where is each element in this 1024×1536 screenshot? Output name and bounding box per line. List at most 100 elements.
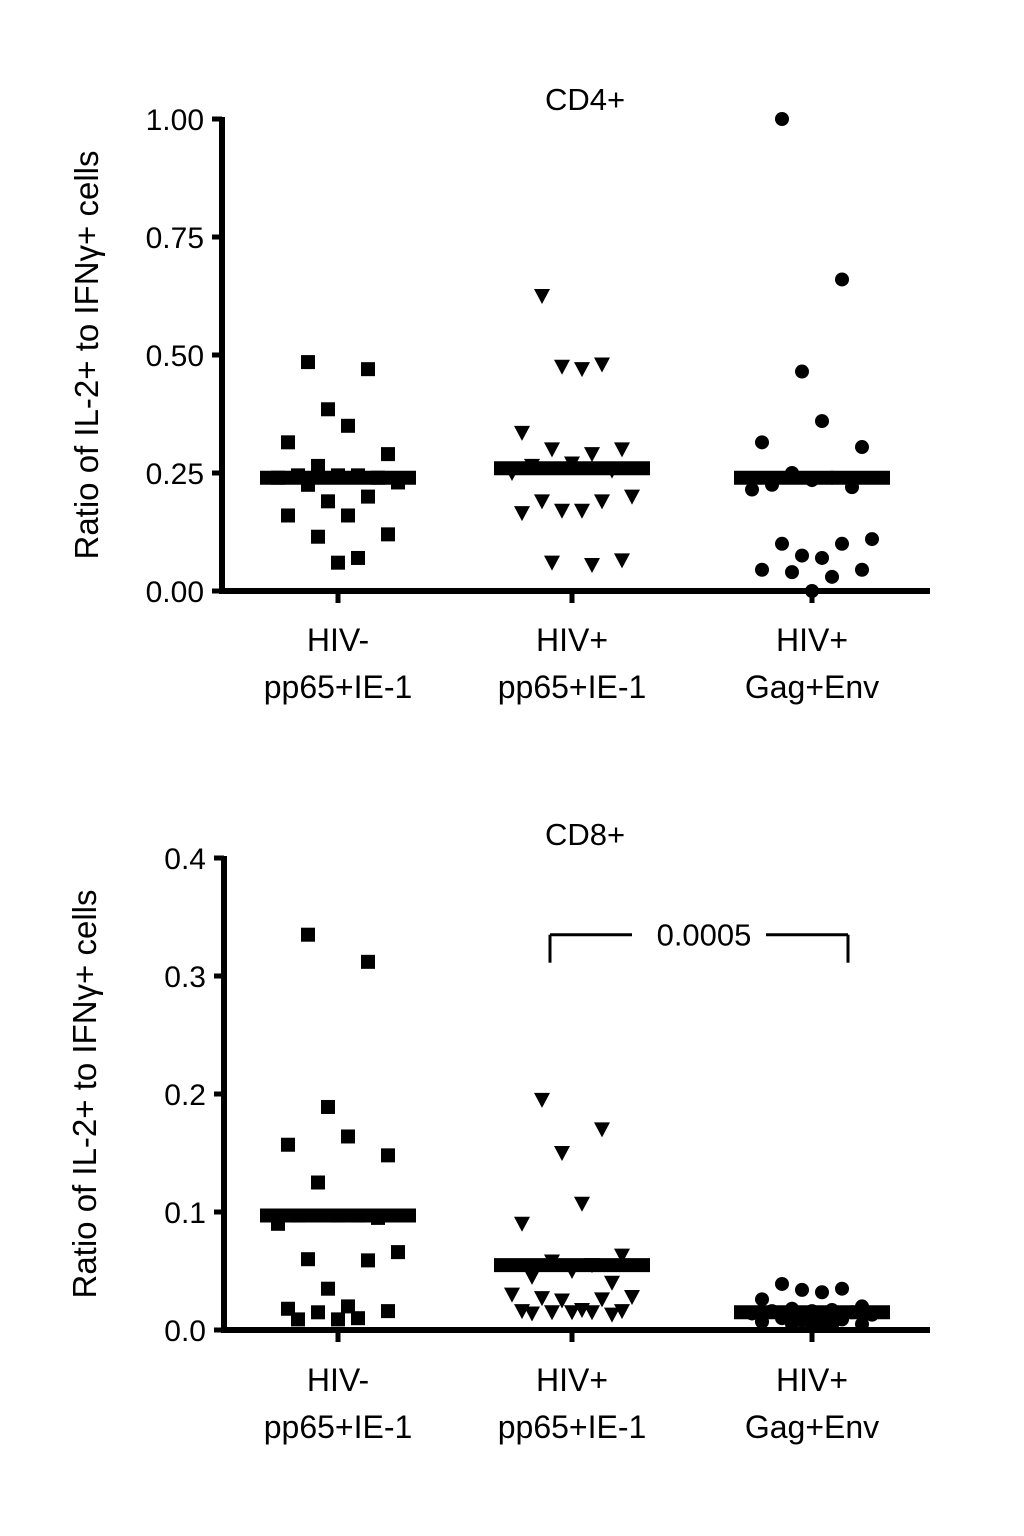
y-tick-label: 0.25: [146, 458, 204, 491]
data-point-square: [381, 527, 395, 542]
cd4-panel: CD4+ Ratio of IL-2+ to IFNγ+ cells 0.00 0.2…: [68, 82, 930, 705]
data-point-square: [281, 1301, 295, 1316]
data-point-triangle: [544, 1305, 560, 1321]
data-point-circle: [815, 414, 829, 429]
y-tick-label: 0.2: [164, 1079, 206, 1112]
data-point-triangle: [554, 1293, 570, 1309]
data-point-circle: [755, 562, 769, 577]
data-point-triangle: [584, 447, 600, 463]
data-point-circle: [795, 548, 809, 563]
data-point-triangle: [594, 1122, 610, 1138]
data-point-circle: [825, 569, 839, 584]
data-point-circle: [785, 1317, 799, 1332]
data-point-triangle: [614, 442, 630, 458]
data-point-circle: [815, 550, 829, 565]
x-tick-label-sub: pp65+IE-1: [264, 669, 413, 705]
y-tick-label: 1.00: [146, 104, 204, 137]
x-tick-label: HIV+: [776, 1362, 848, 1398]
data-point-triangle: [504, 1287, 520, 1303]
data-point-triangle: [554, 503, 570, 519]
data-point-circle: [835, 536, 849, 551]
data-point-square: [311, 458, 325, 473]
data-point-triangle: [574, 503, 590, 519]
data-point-triangle: [574, 362, 590, 378]
data-point-circle: [755, 1292, 769, 1307]
data-point-square: [351, 1311, 365, 1326]
data-point-square: [381, 1304, 395, 1319]
x-tick-label-sub: Gag+Env: [745, 669, 879, 705]
data-point-triangle: [584, 1305, 600, 1321]
data-point-triangle: [524, 1269, 540, 1285]
x-tick-label-sub: pp65+IE-1: [498, 669, 647, 705]
data-point-square: [321, 494, 335, 509]
data-point-triangle: [594, 1292, 610, 1308]
y-tick-label: 0.1: [164, 1197, 206, 1230]
data-point-square: [311, 1175, 325, 1190]
y-tick-label: 0.50: [146, 340, 204, 373]
data-point-triangle: [514, 425, 530, 441]
data-point-circle: [815, 1285, 829, 1300]
data-point-triangle: [604, 1275, 620, 1291]
data-point-square: [331, 555, 345, 570]
data-point-square: [361, 1253, 375, 1268]
x-tick-label: HIV-: [307, 1362, 369, 1398]
data-point-triangle: [604, 1307, 620, 1323]
data-point-circle: [775, 112, 789, 126]
data-point-square: [331, 1312, 345, 1327]
data-point-square: [381, 447, 395, 462]
y-axis-label: Ratio of IL-2+ to IFNγ+ cells: [68, 150, 105, 559]
data-point-triangle: [524, 1306, 540, 1322]
data-point-triangle: [554, 359, 570, 375]
x-tick-label-sub: pp65+IE-1: [264, 1409, 413, 1445]
data-point-square: [321, 402, 335, 417]
data-point-square: [311, 1305, 325, 1320]
data-point-triangle: [624, 489, 640, 505]
data-point-square: [341, 1129, 355, 1144]
data-point-square: [321, 1281, 335, 1296]
data-point-circle: [795, 1282, 809, 1297]
data-point-circle: [835, 1281, 849, 1296]
data-point-circle: [825, 1318, 839, 1333]
y-tick-label: 0.4: [164, 843, 206, 876]
data-point-circle: [805, 584, 819, 598]
data-point-triangle: [574, 1196, 590, 1212]
data-point-triangle: [624, 1289, 640, 1305]
data-point-triangle: [514, 506, 530, 522]
data-point-circle: [855, 440, 869, 455]
x-tick-label: HIV+: [776, 622, 848, 658]
data-point-triangle: [544, 442, 560, 458]
data-point-triangle: [534, 289, 550, 304]
data-point-square: [311, 529, 325, 544]
data-point-square: [301, 355, 315, 370]
data-point-circle: [785, 565, 799, 580]
data-point-square: [321, 1099, 335, 1114]
data-point-square: [291, 1312, 305, 1327]
data-point-circle: [745, 482, 759, 497]
data-point-triangle: [614, 553, 630, 569]
data-point-triangle: [514, 1216, 530, 1232]
data-point-circle: [775, 536, 789, 551]
data-point-square: [341, 418, 355, 433]
data-point-square: [351, 550, 365, 565]
x-tick-label: HIV-: [307, 622, 369, 658]
data-point-circle: [795, 364, 809, 379]
data-point-square: [391, 1245, 405, 1260]
data-point-square: [361, 954, 375, 969]
cd8-panel: CD8+ Ratio of IL-2+ to IFNγ+ cells 0.0 0.1 0…: [66, 817, 930, 1445]
data-point-triangle: [534, 1291, 550, 1307]
data-point-triangle: [614, 1248, 630, 1264]
data-point-triangle: [594, 357, 610, 373]
data-point-triangle: [544, 555, 560, 571]
data-point-circle: [775, 1276, 789, 1291]
data-point-square: [381, 1148, 395, 1163]
data-point-square: [281, 1137, 295, 1152]
data-point-circle: [755, 435, 769, 450]
data-point-circle: [855, 1317, 869, 1332]
data-point-triangle: [554, 1146, 570, 1161]
data-point-square: [341, 508, 355, 523]
data-point-square: [301, 927, 315, 942]
data-point-circle: [835, 272, 849, 287]
x-tick-label: HIV+: [536, 622, 608, 658]
x-tick-label: HIV+: [536, 1362, 608, 1398]
